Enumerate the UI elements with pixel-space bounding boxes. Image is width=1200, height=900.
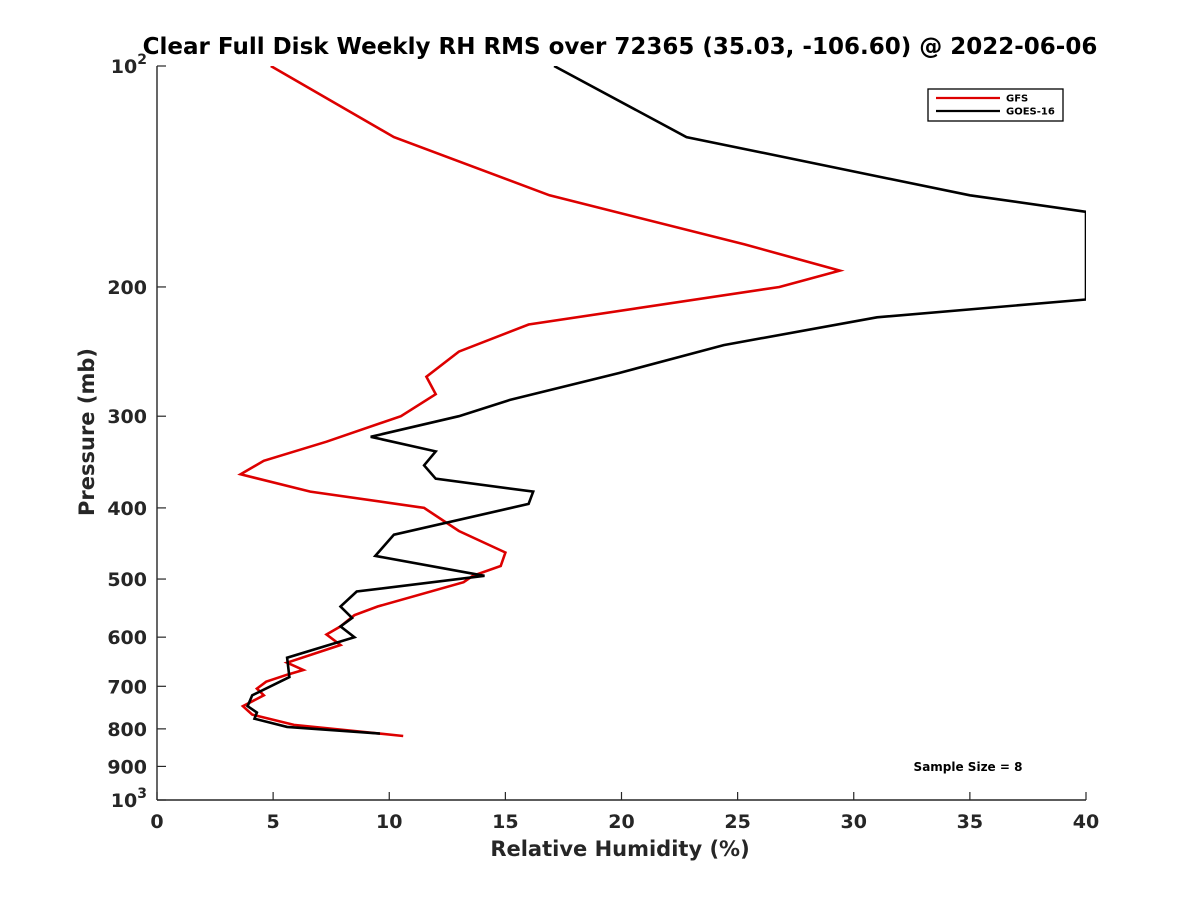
- legend-label-gfs: GFS: [1006, 94, 1028, 105]
- plot-area: 0 5 10 15 20 25 30 35 40102200300400500600700800…: [107, 52, 1099, 833]
- y-tick-label: 800: [107, 719, 147, 741]
- x-tick-label: 30: [841, 811, 867, 833]
- axes-layer: 0 5 10 15 20 25 30 35 40102200300400500600700800…: [107, 52, 1099, 833]
- x-tick-label: 0: [150, 811, 163, 833]
- x-tick-label: 35: [957, 811, 983, 833]
- x-axis-label: Relative Humidity (%): [490, 837, 749, 861]
- x-tick-label: 25: [724, 811, 750, 833]
- x-tick-label: 5: [267, 811, 280, 833]
- y-tick-label: 300: [107, 406, 147, 428]
- y-tick-label: 900: [107, 756, 147, 778]
- legend: GFS GOES-16: [927, 88, 1064, 122]
- y-tick-label: 700: [107, 676, 147, 698]
- y-axis-label: Pressure (mb): [75, 348, 99, 516]
- y-tick-label: 200: [107, 277, 147, 299]
- legend-box: [927, 88, 1064, 122]
- x-tick-label: 40: [1073, 811, 1099, 833]
- series-layer: [237, 66, 1086, 738]
- legend-label-goes16: GOES-16: [1006, 107, 1055, 118]
- y-tick-label: 400: [107, 498, 147, 520]
- y-tick-label: 600: [107, 627, 147, 649]
- series-line-goes16: [245, 66, 1086, 735]
- sample-size-annotation: Sample Size = 8: [914, 760, 1023, 774]
- x-tick-label: 10: [376, 811, 402, 833]
- x-tick-label: 20: [608, 811, 634, 833]
- chart-title: Clear Full Disk Weekly RH RMS over 72365…: [143, 34, 1098, 60]
- y-tick-label: 500: [107, 569, 147, 591]
- x-tick-label: 15: [492, 811, 518, 833]
- series-line-gfs: [237, 66, 845, 738]
